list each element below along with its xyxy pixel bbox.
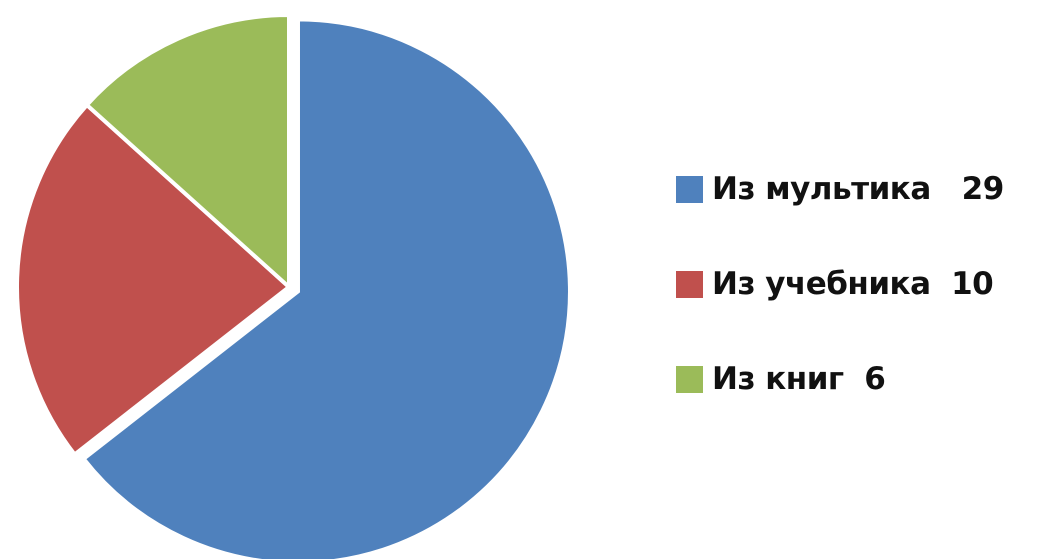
chart-legend: Из мультика 29 Из учебника 10 Из книг 6 [676, 163, 1004, 405]
legend-label-books: Из книг 6 [712, 361, 886, 397]
pie-slice-cartoon [80, 17, 572, 559]
legend-swatch-cartoon [676, 175, 703, 203]
legend-item-textbook: Из учебника 10 [676, 258, 1004, 310]
legend-label-textbook: Из учебника 10 [712, 266, 994, 302]
legend-swatch-books [676, 365, 703, 393]
pie-slice-books [84, 12, 291, 292]
legend-swatch-textbook [676, 270, 703, 298]
pie-slice-textbook [15, 102, 293, 458]
legend-label-cartoon: Из мультика 29 [712, 171, 1004, 207]
legend-item-books: Из книг 6 [676, 353, 1004, 405]
legend-item-cartoon: Из мультика 29 [676, 163, 1004, 215]
